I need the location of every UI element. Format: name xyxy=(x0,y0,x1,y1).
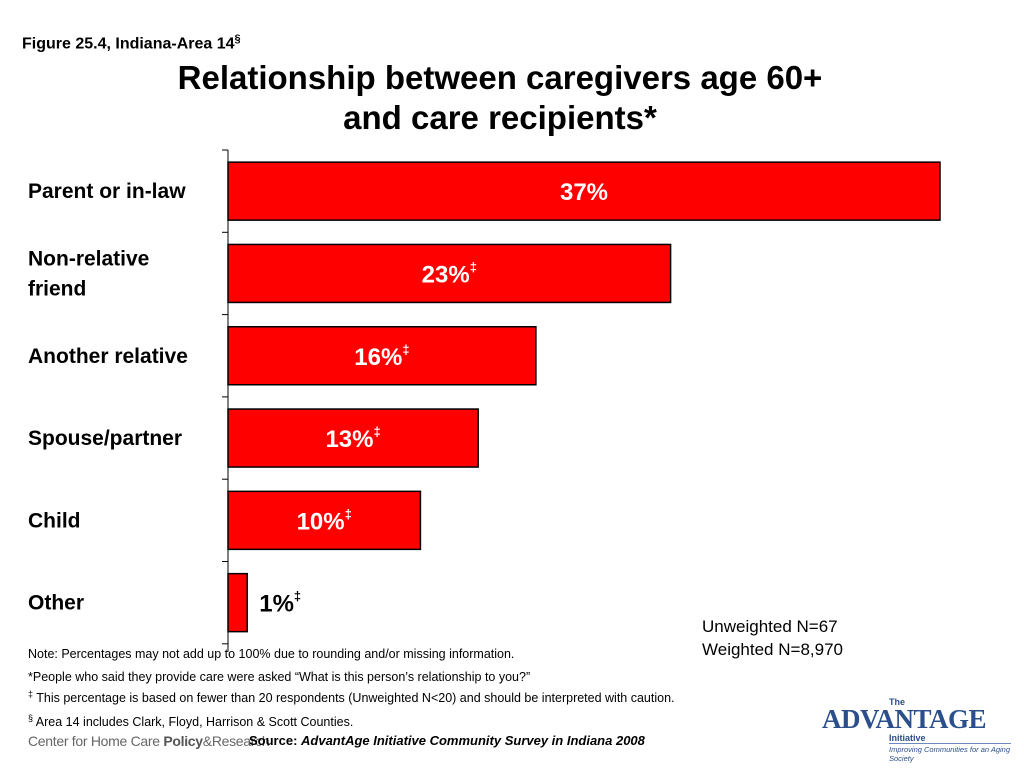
advantage-logo-the: The xyxy=(889,697,906,707)
advantage-logo-tagline: Improving Communities for an Aging Socie… xyxy=(889,745,1011,763)
advantage-logo-initiative: Initiative xyxy=(889,733,926,743)
unweighted-n: Unweighted N=67 xyxy=(702,617,838,636)
category-label: Non-relative friend xyxy=(28,247,149,300)
source-line: Source: AdvantAge Initiative Community S… xyxy=(249,733,645,748)
footnote-dagger: ‡ This percentage is based on fewer than… xyxy=(28,689,675,706)
bar xyxy=(227,161,941,221)
category-label: Spouse/partner xyxy=(28,427,182,450)
category-label: Another relative xyxy=(28,345,188,368)
advantage-logo-rule xyxy=(889,743,1011,744)
data-label: 13%‡ xyxy=(325,424,380,453)
data-label: 37% xyxy=(560,179,608,206)
bar xyxy=(227,243,672,304)
data-label: 16%‡ xyxy=(354,342,409,371)
title-line-1: Relationship between caregivers age 60+ xyxy=(177,59,823,96)
data-label: 1%‡ xyxy=(259,589,301,618)
advantage-logo: ADVANTAGE xyxy=(822,704,987,734)
category-label: Parent or in-law xyxy=(28,180,186,203)
data-label: 23%‡ xyxy=(422,259,477,288)
title-line-2: and care recipients* xyxy=(343,99,657,136)
footnote-star: *People who said they provide care were … xyxy=(28,670,531,684)
bar xyxy=(227,408,479,468)
weighted-n: Weighted N=8,970 xyxy=(702,640,843,659)
bar xyxy=(227,490,422,551)
bar xyxy=(227,572,248,633)
data-label: 10%‡ xyxy=(297,506,352,535)
center-home-care-logo: Center for Home Care Policy&Research xyxy=(28,733,270,749)
category-label: Other xyxy=(28,592,84,615)
footnote-section: § Area 14 includes Clark, Floyd, Harriso… xyxy=(28,713,354,730)
bar xyxy=(227,326,537,386)
note-text: Note: Percentages may not add up to 100%… xyxy=(28,647,515,661)
category-label: Child xyxy=(28,509,81,532)
chart-title: Relationship between caregivers age 60+ … xyxy=(0,58,1000,138)
figure-label: Figure 25.4, Indiana-Area 14§ xyxy=(22,33,241,53)
sample-size: Unweighted N=67 Weighted N=8,970 xyxy=(702,615,843,661)
